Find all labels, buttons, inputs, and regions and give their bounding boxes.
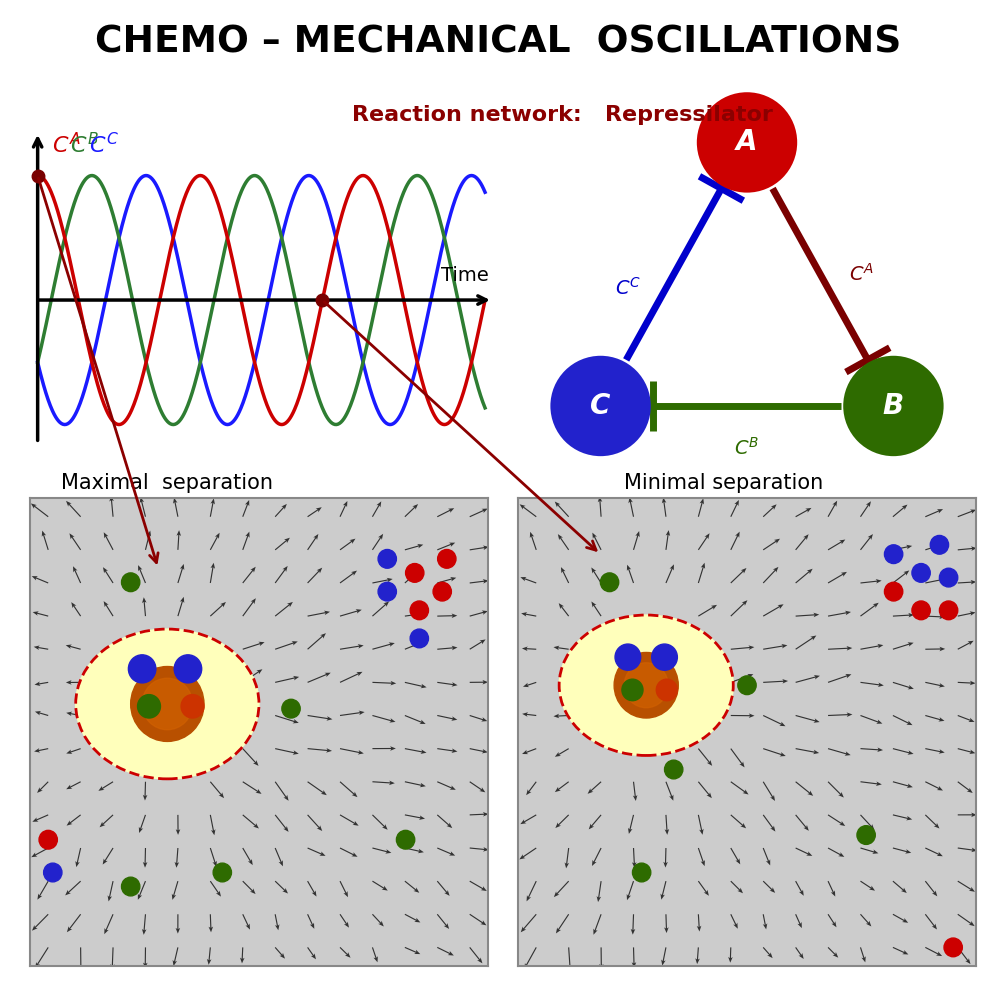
Text: $C^C$: $C^C$	[616, 277, 641, 299]
Text: C: C	[591, 392, 611, 420]
Circle shape	[844, 356, 943, 456]
Text: Reaction network:   Repressilator: Reaction network: Repressilator	[353, 105, 773, 124]
Circle shape	[651, 644, 677, 670]
Text: A: A	[736, 128, 758, 156]
Circle shape	[601, 573, 619, 592]
Text: $C^B$: $C^B$	[70, 131, 99, 157]
Circle shape	[378, 583, 396, 601]
Ellipse shape	[76, 629, 259, 779]
Text: $C^C$: $C^C$	[90, 131, 120, 157]
Circle shape	[939, 601, 958, 620]
Circle shape	[930, 536, 948, 554]
Circle shape	[433, 583, 451, 601]
Text: $C^A$: $C^A$	[52, 131, 81, 157]
Circle shape	[122, 877, 139, 896]
Circle shape	[174, 654, 201, 683]
Circle shape	[697, 93, 797, 192]
Circle shape	[396, 831, 414, 849]
Text: $C^A$: $C^A$	[850, 263, 874, 285]
Circle shape	[616, 644, 640, 670]
Circle shape	[282, 699, 300, 718]
Circle shape	[656, 679, 677, 701]
Text: $C^B$: $C^B$	[734, 437, 760, 459]
Text: CHEMO – MECHANICAL  OSCILLATIONS: CHEMO – MECHANICAL OSCILLATIONS	[95, 25, 901, 61]
Circle shape	[44, 864, 62, 881]
Text: Maximal  separation: Maximal separation	[62, 473, 273, 493]
Circle shape	[551, 356, 650, 456]
Ellipse shape	[559, 615, 733, 756]
Circle shape	[410, 629, 428, 647]
Circle shape	[664, 760, 683, 779]
Circle shape	[884, 583, 902, 601]
Circle shape	[128, 654, 155, 683]
Circle shape	[213, 864, 231, 881]
Text: Minimal separation: Minimal separation	[624, 473, 824, 493]
Text: B: B	[882, 392, 904, 420]
Circle shape	[142, 678, 192, 730]
Circle shape	[130, 666, 204, 741]
Circle shape	[857, 826, 875, 845]
Circle shape	[122, 573, 139, 592]
Circle shape	[632, 864, 650, 881]
Circle shape	[378, 550, 396, 568]
Circle shape	[437, 550, 456, 568]
Circle shape	[39, 831, 58, 849]
Circle shape	[912, 601, 930, 620]
Text: Time: Time	[441, 266, 489, 285]
Circle shape	[615, 652, 678, 718]
Circle shape	[137, 694, 160, 718]
Circle shape	[181, 694, 204, 718]
Circle shape	[912, 564, 930, 583]
Circle shape	[884, 545, 902, 564]
Circle shape	[622, 679, 643, 701]
Circle shape	[410, 601, 428, 620]
Circle shape	[738, 676, 756, 694]
Circle shape	[405, 564, 424, 583]
Circle shape	[624, 662, 668, 708]
Circle shape	[939, 568, 958, 587]
Circle shape	[944, 938, 962, 957]
